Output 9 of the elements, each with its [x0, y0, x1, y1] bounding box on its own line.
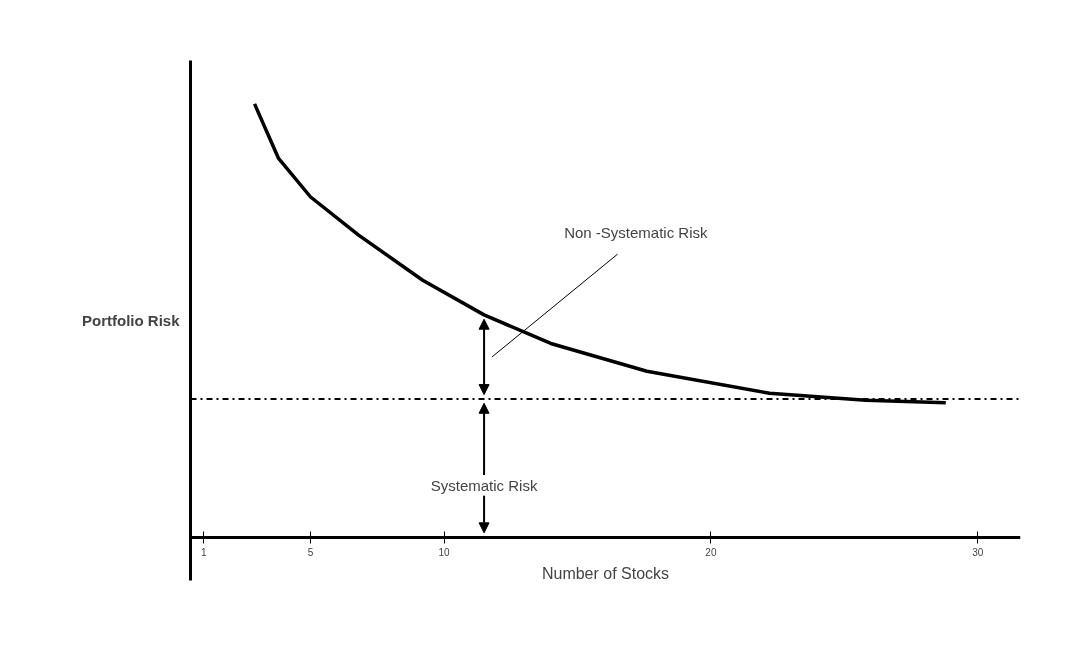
- x-tick-label: 10: [438, 547, 451, 559]
- y-axis-title: Portfolio Risk: [81, 312, 181, 329]
- annotation: Systematic Risk: [430, 476, 538, 494]
- x-tick-label: 20: [705, 547, 717, 559]
- x-tick-label: 30: [972, 547, 984, 559]
- x-tick-label: 1: [201, 547, 208, 559]
- x-tick-label: 5: [307, 547, 314, 559]
- annotation: Non -Systematic Risk: [564, 224, 708, 242]
- x-axis-title: Number of Stocks: [541, 564, 670, 582]
